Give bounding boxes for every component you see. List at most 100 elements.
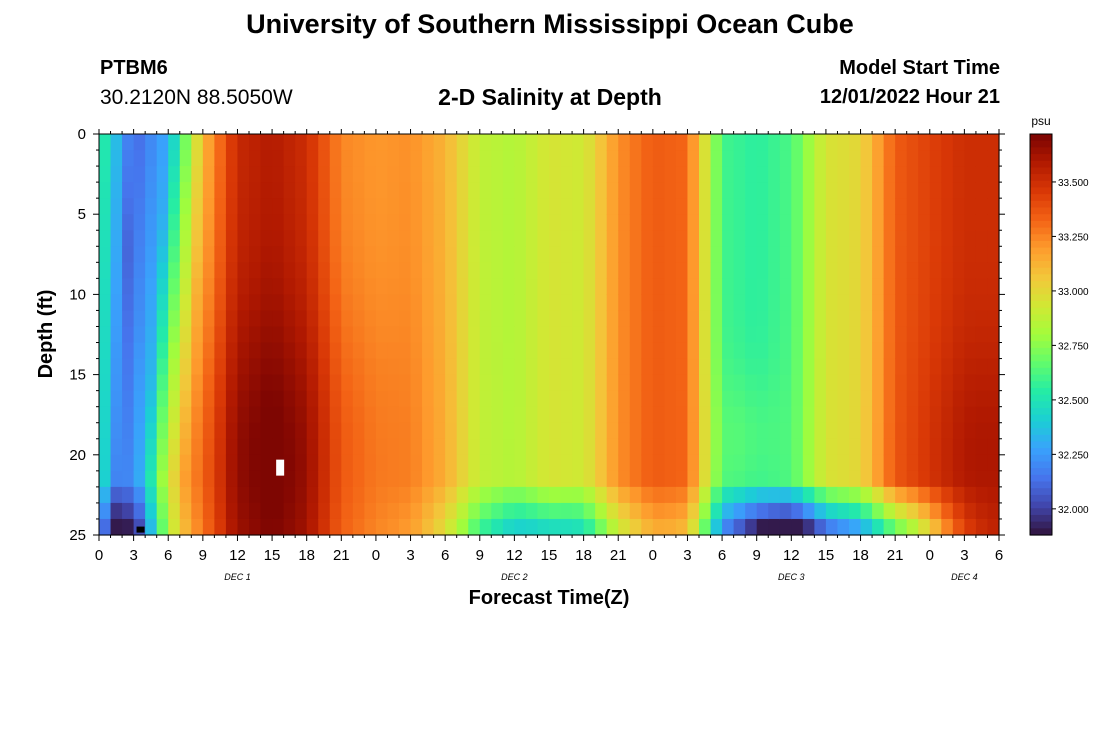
heatmap-cell (145, 326, 158, 344)
heatmap-cell (872, 198, 885, 215)
heatmap-cell (145, 342, 158, 360)
heatmap-cell (733, 406, 746, 424)
colorbar-swatch (1030, 468, 1052, 476)
heatmap-cell (352, 182, 365, 199)
heatmap-cell (895, 358, 908, 376)
colorbar-swatch (1030, 227, 1052, 235)
heatmap-cell (860, 198, 873, 215)
heatmap-cell (952, 278, 965, 295)
heatmap-cell (872, 310, 885, 328)
heatmap-cell (664, 502, 677, 520)
heatmap-cell (260, 342, 273, 360)
heatmap-cell (514, 486, 527, 504)
heatmap-cell (814, 518, 827, 536)
heatmap-cell (422, 262, 435, 279)
heatmap-cell (606, 374, 619, 392)
heatmap-cell (341, 470, 354, 488)
heatmap-cell (572, 166, 585, 183)
colorbar-swatch (1030, 180, 1052, 189)
heatmap-cell (133, 198, 146, 215)
heatmap-cell (318, 438, 331, 456)
heatmap-cell (952, 182, 965, 199)
heatmap-cell (549, 470, 562, 488)
heatmap-cell (110, 390, 123, 408)
heatmap-cell (699, 454, 712, 472)
heatmap-cell (595, 278, 608, 295)
heatmap-cell (618, 214, 631, 231)
heatmap-cell (987, 326, 1000, 344)
heatmap-cell (549, 502, 562, 520)
heatmap-cell (225, 454, 239, 472)
heatmap-cell (975, 198, 989, 215)
heatmap-cell (387, 406, 400, 424)
heatmap-cell (525, 390, 539, 408)
heatmap-cell (237, 294, 250, 312)
heatmap-cell (987, 150, 1000, 167)
heatmap-cell (814, 326, 827, 344)
heatmap-cell (133, 166, 146, 183)
heatmap-cell (710, 134, 723, 151)
heatmap-cell (341, 486, 354, 504)
heatmap-cell (468, 310, 481, 328)
heatmap-cell (606, 166, 619, 183)
heatmap-cell (572, 294, 585, 312)
heatmap-cell (122, 246, 135, 263)
heatmap-cell (122, 198, 135, 215)
heatmap-cell (295, 310, 308, 328)
heatmap-cell (306, 454, 319, 472)
heatmap-cell (491, 358, 504, 376)
heatmap-cell (895, 230, 908, 247)
heatmap-cell (295, 214, 308, 231)
heatmap-cell (387, 438, 400, 456)
heatmap-cell (652, 214, 665, 231)
heatmap-cell (214, 246, 227, 263)
heatmap-cell (364, 150, 377, 167)
heatmap-cell (629, 486, 642, 504)
heatmap-cell (745, 246, 758, 263)
heatmap-cell (641, 230, 654, 247)
heatmap-cell (860, 486, 873, 504)
heatmap-cell (375, 182, 389, 199)
heatmap-cell (952, 406, 965, 424)
heatmap-cell (629, 438, 642, 456)
heatmap-cell (733, 326, 746, 344)
heatmap-cell (975, 422, 989, 440)
heatmap-cell (964, 422, 977, 440)
heatmap-cell (722, 294, 735, 312)
heatmap-cell (606, 246, 619, 263)
heatmap-cell (399, 358, 412, 376)
heatmap-cell (745, 486, 758, 504)
heatmap-cell (318, 166, 331, 183)
heatmap-cell (364, 518, 377, 536)
heatmap-cell (364, 182, 377, 199)
heatmap-cell (133, 454, 146, 472)
heatmap-cell (283, 262, 296, 279)
heatmap-cell (825, 326, 839, 344)
heatmap-cell (560, 406, 573, 424)
heatmap-cell (468, 390, 481, 408)
heatmap-cell (514, 262, 527, 279)
heatmap-cell (260, 182, 273, 199)
colorbar-swatch (1030, 414, 1052, 422)
heatmap-cell (502, 182, 515, 199)
heatmap-cell (249, 134, 262, 151)
heatmap-cell (122, 278, 135, 295)
heatmap-cell (987, 470, 1000, 488)
heatmap-cell (618, 294, 631, 312)
heatmap-cell (560, 326, 573, 344)
heatmap-cell (502, 422, 515, 440)
heatmap-cell (987, 214, 1000, 231)
heatmap-cell (641, 182, 654, 199)
heatmap-cell (837, 262, 850, 279)
heatmap-cell (906, 246, 919, 263)
heatmap-cell (237, 502, 250, 520)
heatmap-cell (652, 246, 665, 263)
heatmap-cell (202, 150, 215, 167)
heatmap-cell (595, 310, 608, 328)
heatmap-cell (491, 262, 504, 279)
heatmap-cell (802, 454, 815, 472)
heatmap-cell (745, 406, 758, 424)
colorbar-swatch (1030, 354, 1052, 362)
heatmap-cell (479, 278, 492, 295)
heatmap-cell (375, 486, 389, 504)
